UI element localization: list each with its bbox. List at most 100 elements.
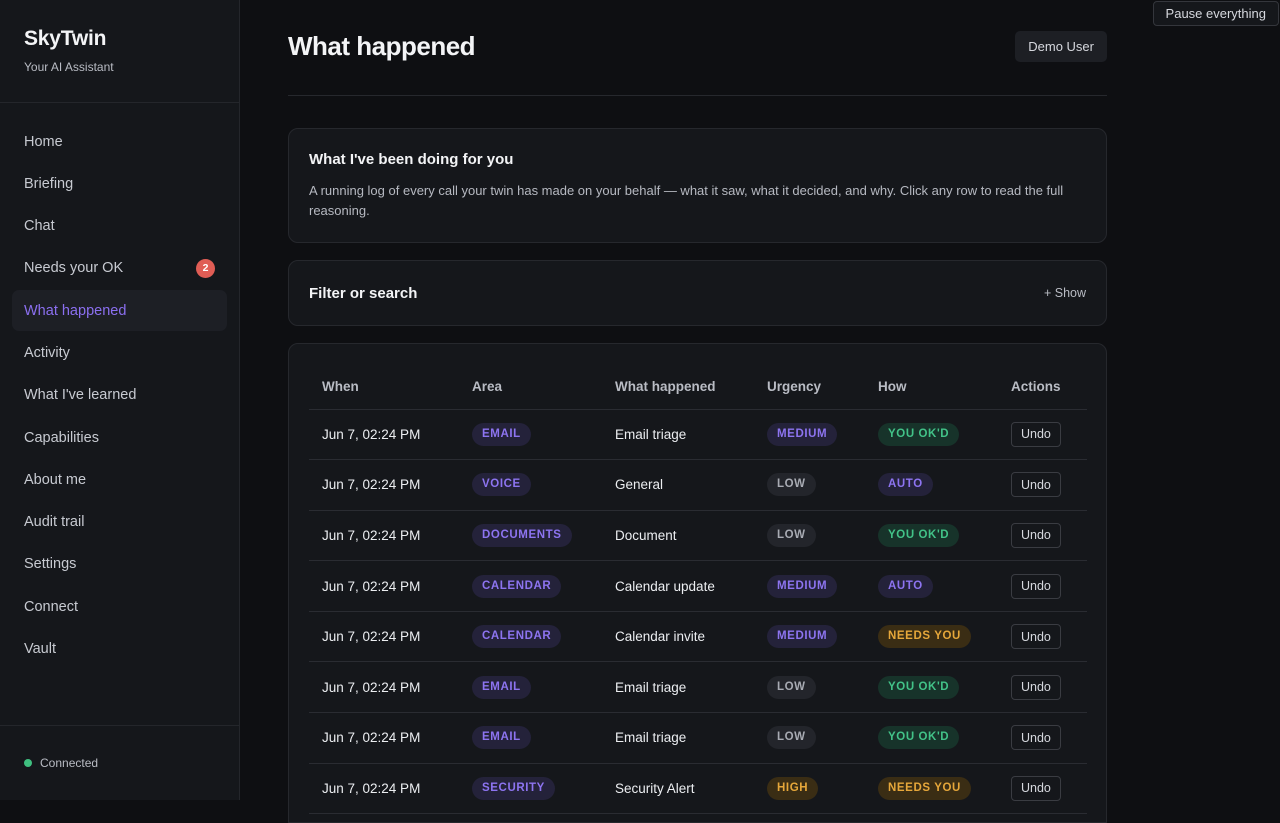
cell-how: YOU OK'D	[865, 510, 998, 562]
how-badge: YOU OK'D	[878, 675, 960, 699]
how-badge: YOU OK'D	[878, 726, 960, 750]
sidebar-item-about-me[interactable]: About me	[12, 459, 227, 500]
filter-show-toggle[interactable]: + Show	[1043, 286, 1086, 300]
cell-when: Jun 7, 02:24 PM	[309, 763, 459, 815]
cell-area: EMAIL	[459, 409, 602, 461]
main-content: What happened Demo User What I've been d…	[288, 0, 1107, 823]
undo-button[interactable]: Undo	[1011, 472, 1061, 498]
area-badge: EMAIL	[472, 422, 531, 446]
cell-when: Jun 7, 02:24 PM	[309, 560, 459, 612]
intro-card: What I've been doing for you A running l…	[288, 128, 1107, 243]
area-badge: CALENDAR	[472, 625, 562, 649]
table-row[interactable]: Jun 7, 02:24 PM DOCUMENTS Document LOW YOU O…	[309, 510, 1087, 562]
undo-button[interactable]: Undo	[1011, 624, 1061, 650]
cell-actions: Undo	[998, 611, 1087, 663]
cell-actions: Undo	[998, 661, 1087, 714]
sidebar-item-settings[interactable]: Settings	[12, 544, 227, 585]
cell-urgency: LOW	[754, 459, 865, 511]
sidebar-item-what-ive-learned[interactable]: What I've learned	[12, 375, 227, 416]
sidebar-item-label: About me	[24, 471, 87, 488]
cell-when: Jun 7, 02:24 PM	[309, 611, 459, 663]
cell-area: DOCUMENTS	[459, 510, 602, 562]
sidebar-item-chat[interactable]: Chat	[12, 206, 227, 247]
table-row[interactable]: Jun 7, 02:24 PM VOICE General LOW AUTO Undo	[309, 459, 1087, 511]
brand: SkyTwin Your AI Assistant	[0, 0, 239, 103]
cell-what-happened: Calendar update	[602, 560, 754, 612]
table-row[interactable]: Jun 7, 02:24 PM EMAIL Email triage LOW YOU O…	[309, 712, 1087, 764]
cell-area: CALENDAR	[459, 611, 602, 663]
cell-urgency: LOW	[754, 661, 865, 714]
cell-how: AUTO	[865, 459, 998, 511]
urgency-badge: LOW	[767, 523, 816, 547]
cell-urgency: MEDIUM	[754, 611, 865, 663]
urgency-badge: MEDIUM	[767, 574, 838, 598]
column-header-actions: Actions	[998, 364, 1087, 410]
area-badge: DOCUMENTS	[472, 523, 572, 547]
cell-actions: Undo	[998, 560, 1087, 612]
intro-text: A running log of every call your twin ha…	[309, 183, 1064, 218]
urgency-badge: MEDIUM	[767, 422, 838, 446]
sidebar-item-label: Home	[24, 133, 63, 150]
cell-urgency: MEDIUM	[754, 560, 865, 612]
undo-button[interactable]: Undo	[1011, 522, 1061, 548]
cell-urgency: MEDIUM	[754, 409, 865, 461]
how-badge: YOU OK'D	[878, 422, 960, 446]
sidebar-item-briefing[interactable]: Briefing	[12, 163, 227, 204]
cell-actions: Undo	[998, 459, 1087, 511]
sidebar-item-audit-trail[interactable]: Audit trail	[12, 502, 227, 543]
sidebar-item-needs-your-ok[interactable]: Needs your OK 2	[12, 248, 227, 289]
sidebar-item-label: Activity	[24, 344, 70, 361]
cell-area: EMAIL	[459, 712, 602, 764]
undo-button[interactable]: Undo	[1011, 573, 1061, 599]
connection-status: Connected	[0, 725, 239, 800]
undo-button[interactable]: Undo	[1011, 775, 1061, 801]
table-row[interactable]: Jun 7, 02:24 PM SECURITY Security Alert HIG…	[309, 763, 1087, 815]
cell-how: YOU OK'D	[865, 712, 998, 764]
sidebar-item-what-happened[interactable]: What happened	[12, 290, 227, 332]
table-row[interactable]: Jun 7, 02:24 PM CALENDAR Calendar update ME…	[309, 560, 1087, 612]
urgency-badge: MEDIUM	[767, 625, 838, 649]
sidebar-item-label: Audit trail	[24, 514, 85, 531]
cell-what-happened: General	[602, 459, 754, 511]
cell-what-happened: Calendar invite	[602, 611, 754, 663]
cell-how: NEEDS YOU	[865, 763, 998, 815]
filter-panel[interactable]: Filter or search + Show	[288, 260, 1107, 326]
table-header-row: When Area What happened Urgency How Acti…	[309, 364, 1087, 410]
cell-what-happened: Security Alert	[602, 763, 754, 815]
cell-when: Jun 7, 02:24 PM	[309, 712, 459, 764]
sidebar-item-capabilities[interactable]: Capabilities	[12, 417, 227, 458]
cell-how: NEEDS YOU	[865, 611, 998, 663]
area-badge: VOICE	[472, 473, 531, 497]
sidebar-item-label: Chat	[24, 218, 55, 235]
pause-everything-button[interactable]: Pause everything	[1152, 1, 1279, 26]
undo-button[interactable]: Undo	[1011, 725, 1061, 751]
sidebar-item-connect[interactable]: Connect	[12, 586, 227, 627]
area-badge: EMAIL	[472, 675, 531, 699]
cell-urgency: LOW	[754, 510, 865, 562]
cell-actions: Undo	[998, 763, 1087, 815]
column-header-how: How	[865, 364, 998, 410]
sidebar-item-label: Needs your OK	[24, 260, 124, 277]
table-row[interactable]: Jun 7, 02:24 PM EMAIL Email triage LOW YOU O…	[309, 661, 1087, 714]
sidebar-item-activity[interactable]: Activity	[12, 332, 227, 373]
cell-urgency: HIGH	[754, 763, 865, 815]
activity-table-card: When Area What happened Urgency How Acti…	[288, 343, 1107, 823]
cell-area: VOICE	[459, 459, 602, 511]
sidebar-item-label: Settings	[24, 556, 77, 573]
cell-what-happened: Email triage	[602, 661, 754, 714]
column-header-area: Area	[459, 364, 602, 410]
sidebar-item-label: Briefing	[24, 175, 74, 192]
urgency-badge: LOW	[767, 726, 816, 750]
app-name: SkyTwin	[24, 27, 107, 50]
sidebar-item-vault[interactable]: Vault	[12, 629, 227, 670]
undo-button[interactable]: Undo	[1011, 421, 1061, 447]
undo-button[interactable]: Undo	[1011, 674, 1061, 700]
cell-when: Jun 7, 02:24 PM	[309, 661, 459, 714]
sidebar-item-home[interactable]: Home	[12, 121, 227, 162]
cell-area: SECURITY	[459, 763, 602, 815]
user-menu-button[interactable]: Demo User	[1015, 31, 1107, 62]
cell-urgency: LOW	[754, 712, 865, 764]
column-header-urgency: Urgency	[754, 364, 865, 410]
table-row[interactable]: Jun 7, 02:24 PM CALENDAR Calendar invite ME…	[309, 611, 1087, 663]
table-row[interactable]: Jun 7, 02:24 PM EMAIL Email triage MEDIUM YO…	[309, 409, 1087, 461]
